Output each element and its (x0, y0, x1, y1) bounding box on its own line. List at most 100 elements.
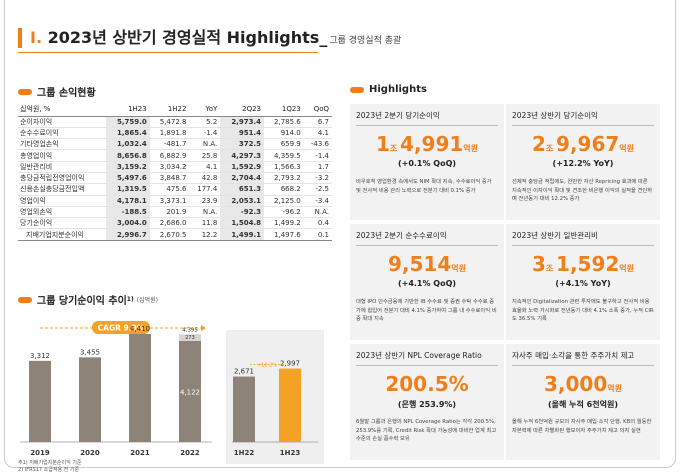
col-header: 2Q23 (220, 102, 264, 117)
col-header: YoY (189, 102, 221, 117)
cell: 1,497.6 (263, 228, 304, 241)
cell: 914.0 (263, 127, 304, 140)
card-value: 200.5% (350, 372, 504, 396)
cell: 3,034.2 (149, 161, 190, 173)
x-tick-label: 1H23 (280, 449, 301, 457)
card-unit-b: 억원 (607, 384, 622, 393)
card-unit-b: 억원 (463, 144, 479, 153)
card-delta: (은행 253.9%) (397, 400, 457, 409)
card-value-a: 2 (531, 132, 546, 156)
card-title: 2023년 2분기 당기순이익 (356, 111, 440, 120)
card-value-a: 3 (531, 252, 546, 276)
income-row: 신용손실충당금전입액 1,319.5 475.6 177.4 651.3 668.2 -2.… (18, 183, 332, 196)
card-delta: (+12.2% YoY) (552, 159, 614, 168)
cell: 0.4 (303, 217, 332, 230)
card-divider (356, 125, 498, 126)
card-unit-b: 억원 (451, 264, 466, 273)
highlight-card: 2023년 2분기 당기순이익 1조 4,991억원 (+0.1% QoQ) 비우호적… (350, 104, 504, 220)
card-title: 2023년 상반기 당기순이익 (512, 111, 598, 120)
col-header: 1Q23 (263, 102, 304, 117)
col-header: 십억원, % (18, 102, 106, 117)
section-pill-icon (18, 296, 32, 303)
cell: 1,032.4 (106, 138, 150, 151)
card-value: 3,000억원 (506, 372, 660, 396)
card-delta: (올해 누적 6천억원) (548, 400, 618, 409)
cell: 1,319.5 (106, 183, 150, 196)
card-value-b: 4,991 (400, 132, 464, 156)
cell: N.A. (303, 206, 332, 219)
card-delta: (+0.1% QoQ) (397, 159, 457, 168)
section-pill-icon (18, 88, 32, 95)
cell: 3,159.2 (106, 161, 150, 173)
cell: -1.4 (303, 149, 332, 162)
cell: 4.1 (189, 161, 221, 173)
cell: -188.5 (106, 206, 150, 219)
income-row: 영업외손익 -188.5 201.9 N.A. -92.3 -96.2 N.A. (18, 206, 332, 219)
cell: 201.9 (149, 206, 190, 219)
cagr-arrow-head (201, 325, 206, 331)
yoy-label: +12.2% (257, 363, 277, 369)
cell: 8,656.8 (106, 149, 150, 162)
bar-value-label: 3,312 (30, 352, 50, 360)
cell: 25.8 (189, 149, 221, 162)
x-tick-label: 2021 (130, 449, 150, 457)
card-value: 1조 4,991억원 (350, 132, 504, 156)
x-tick-label: 2019 (30, 449, 50, 457)
card-unit-a: 조 (545, 264, 557, 273)
income-row: 기타영업손익 1,032.4 -481.7 N.A. 372.5 659.9 -43.6 (18, 138, 332, 151)
x-tick-label: 2022 (180, 449, 200, 457)
cell: 1,504.8 (220, 217, 264, 230)
cell: 4,297.3 (220, 149, 264, 162)
card-delta: (+4.1% QoQ) (397, 279, 457, 288)
cell: -96.2 (263, 206, 304, 219)
cell: -481.7 (149, 138, 190, 151)
highlight-card: 2023년 2분기 순수수료이익 9,514억원 (+4.1% QoQ) 대형 IPO… (350, 224, 504, 340)
trend-title-text: 그룹 당기순이익 추이 (37, 296, 127, 307)
cell: 42.8 (189, 172, 221, 185)
page-subtitle: 그룹 경영실적 총괄 (329, 36, 402, 46)
highlights-title-text: Highlights (369, 84, 427, 95)
cell: 177.4 (189, 183, 221, 196)
cell: 0.1 (303, 228, 332, 241)
cell: 951.4 (220, 127, 264, 140)
cell: 5,472.8 (149, 116, 190, 128)
page-frame (4, 0, 676, 468)
income-section-title: 그룹 손익현황 (18, 84, 96, 99)
bar-value-label: 2,997 (280, 360, 300, 368)
card-description: 지속적인 Digitalization 관련 투자에도 불구하고 전사적 비용 … (512, 299, 654, 322)
cell: 4.1 (303, 127, 332, 140)
cell: 475.6 (149, 183, 190, 196)
cell: 3,848.7 (149, 172, 190, 185)
card-unit-a: 조 (545, 144, 557, 153)
cell: 1,566.3 (263, 161, 304, 173)
card-value: 2조 9,967억원 (506, 132, 660, 156)
row-label: 순수수료이익 (18, 127, 106, 140)
income-row: 영업이익 4,178.1 3,373.1 23.9 2,053.1 2,125.0 -3.4 (18, 195, 332, 207)
card-divider (356, 245, 498, 246)
cell: N.A. (189, 138, 221, 151)
cell: 668.2 (263, 183, 304, 196)
card-unit-a: 조 (389, 144, 401, 153)
x-tick-label: 2020 (80, 449, 100, 457)
cell: 6.7 (303, 116, 332, 128)
card-title: 자사주 매입·소각을 통한 주주가치 제고 (512, 351, 635, 360)
cell: -43.6 (303, 138, 332, 151)
income-title-text: 그룹 손익현황 (37, 88, 96, 99)
col-header: 1H23 (106, 102, 150, 117)
trend-title-sup: 1) (126, 296, 134, 303)
cell: 5.2 (189, 116, 221, 128)
cell: 2,793.2 (263, 172, 304, 185)
income-row: 총영업이익 8,656.8 6,882.9 25.8 4,297.3 4,359.5 -1.… (18, 149, 332, 162)
header-underline (18, 52, 318, 53)
cell: N.A. (189, 206, 221, 219)
card-value-b: 3,000 (544, 372, 608, 396)
cell: 1,499.2 (263, 217, 304, 230)
bar-value-label: 4,410 (130, 325, 150, 333)
bar-2022-segment (179, 334, 201, 342)
highlight-card: 2023년 상반기 당기순이익 2조 9,967억원 (+12.2% YoY) 선제적… (506, 104, 660, 220)
card-value-b: 1,592 (556, 252, 620, 276)
page-title: I. 2023년 상반기 경영실적 Highlights_ (30, 24, 327, 48)
cell: -2.5 (303, 183, 332, 196)
row-label: 기타영업손익 (18, 138, 106, 151)
section-pill-icon (350, 86, 364, 93)
